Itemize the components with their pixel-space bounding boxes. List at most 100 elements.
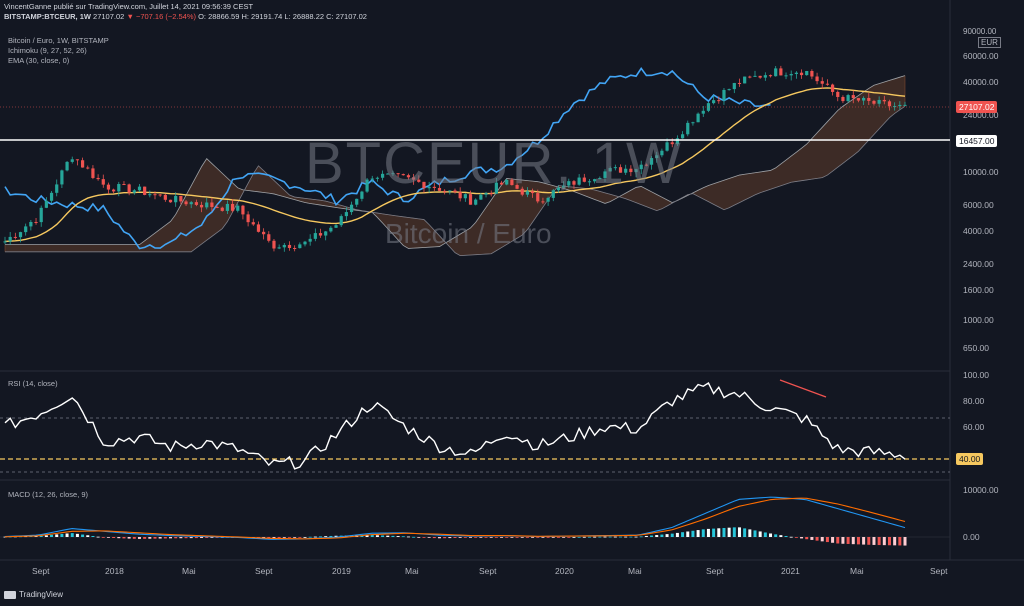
candles-group bbox=[3, 65, 907, 252]
candle-body bbox=[536, 193, 540, 202]
time-tick-label: Sept bbox=[255, 566, 273, 576]
macd-histogram-bar bbox=[887, 537, 891, 546]
candle-body bbox=[665, 142, 669, 151]
macd-histogram-bar bbox=[81, 534, 85, 537]
macd-histogram-bar bbox=[60, 533, 64, 537]
candle-body bbox=[117, 184, 121, 192]
candle-body bbox=[168, 199, 173, 203]
rsi-tick-label: 80.00 bbox=[963, 395, 985, 406]
macd-label[interactable]: MACD (12, 26, close, 9) bbox=[8, 490, 89, 499]
macd-histogram-bar bbox=[712, 528, 716, 537]
candle-body bbox=[96, 177, 100, 180]
candle-body bbox=[608, 168, 612, 172]
ichimoku-span-b bbox=[5, 105, 906, 257]
macd-histogram-bar bbox=[184, 537, 188, 539]
macd-histogram-bar bbox=[381, 535, 385, 537]
macd-histogram-bar bbox=[396, 536, 400, 537]
macd-histogram-bar bbox=[210, 537, 214, 538]
macd-histogram-bar bbox=[856, 537, 860, 545]
macd-histogram-bar bbox=[169, 537, 173, 539]
candle-body bbox=[127, 184, 131, 193]
candle-body bbox=[205, 202, 209, 208]
macd-histogram-bar bbox=[706, 528, 710, 537]
macd-histogram-bar bbox=[686, 531, 690, 537]
candle-body bbox=[567, 181, 571, 186]
candle-body bbox=[251, 222, 255, 225]
candle-body bbox=[386, 173, 390, 175]
level-price-tag: 16457.00 bbox=[956, 135, 998, 147]
candle-body bbox=[701, 110, 705, 114]
candle-body bbox=[686, 122, 690, 135]
candle-body bbox=[737, 82, 742, 84]
candle-body bbox=[194, 202, 198, 205]
candle-body bbox=[199, 204, 204, 208]
candle-body bbox=[318, 233, 323, 236]
candle-body bbox=[474, 199, 478, 205]
candle-body bbox=[313, 233, 317, 239]
candle-body bbox=[510, 179, 514, 186]
ohlc-values: O: 28866.59 H: 29191.74 L: 26888.22 C: 2… bbox=[198, 12, 367, 21]
legend-ema[interactable]: EMA (30, close, 0) bbox=[8, 56, 70, 65]
macd-histogram-bar bbox=[489, 537, 493, 538]
candle-body bbox=[287, 244, 292, 248]
macd-histogram-bar bbox=[748, 529, 752, 537]
price-tick-label: 2400.00 bbox=[963, 258, 994, 269]
macd-histogram-bar bbox=[158, 537, 162, 539]
candle-body bbox=[163, 194, 167, 200]
candle-body bbox=[396, 173, 400, 175]
candle-body bbox=[722, 89, 726, 101]
macd-histogram-bar bbox=[634, 536, 638, 538]
macd-histogram-bar bbox=[763, 532, 767, 537]
macd-histogram-bar bbox=[494, 537, 498, 538]
macd-histogram-bar bbox=[675, 532, 679, 537]
candle-body bbox=[639, 164, 643, 170]
macd-histogram-bar bbox=[696, 530, 700, 537]
candle-body bbox=[267, 234, 271, 241]
currency-label[interactable]: EUR bbox=[978, 37, 1001, 48]
macd-histogram-bar bbox=[691, 530, 695, 537]
candle-body bbox=[153, 194, 157, 196]
candle-body bbox=[893, 106, 897, 108]
macd-histogram-bar bbox=[789, 536, 793, 538]
candle-body bbox=[324, 231, 328, 236]
candle-body bbox=[60, 170, 64, 185]
rsi-label[interactable]: RSI (14, close) bbox=[8, 379, 58, 388]
candle-body bbox=[18, 232, 23, 238]
candle-body bbox=[391, 173, 395, 175]
legend-title[interactable]: Bitcoin / Euro, 1W, BITSTAMP bbox=[8, 36, 109, 45]
tradingview-logo[interactable]: TradingView bbox=[4, 590, 63, 599]
last-price-tag: 27107.02 bbox=[956, 101, 998, 113]
candle-body bbox=[39, 207, 43, 223]
candle-body bbox=[443, 190, 447, 192]
candle-body bbox=[717, 100, 721, 102]
chart-header: VincentGanne publié sur TradingView.com,… bbox=[4, 2, 367, 22]
candle-body bbox=[241, 205, 245, 215]
macd-histogram-bar bbox=[101, 537, 105, 538]
candle-body bbox=[427, 186, 431, 189]
macd-histogram-bar bbox=[205, 537, 209, 538]
candle-body bbox=[494, 182, 498, 194]
current-price: 27107.02 bbox=[93, 12, 125, 21]
candle-body bbox=[453, 190, 457, 193]
legend-ichimoku[interactable]: Ichimoku (9, 27, 52, 26) bbox=[8, 46, 87, 55]
macd-histogram-bar bbox=[137, 537, 141, 539]
candle-body bbox=[412, 177, 416, 180]
ichimoku-lagging-line bbox=[4, 66, 771, 250]
candle-body bbox=[851, 95, 855, 99]
candle-body bbox=[830, 84, 835, 92]
macd-histogram-bar bbox=[55, 534, 59, 537]
candle-body bbox=[448, 190, 452, 192]
macd-histogram-bar bbox=[603, 536, 607, 538]
candle-body bbox=[70, 159, 74, 162]
candle-body bbox=[846, 95, 850, 102]
candle-body bbox=[520, 188, 524, 195]
macd-histogram-bar bbox=[44, 535, 48, 537]
candle-body bbox=[712, 100, 716, 104]
candle-body bbox=[432, 186, 436, 188]
candle-body bbox=[499, 182, 504, 185]
macd-histogram-bar bbox=[143, 537, 147, 539]
candle-body bbox=[867, 97, 871, 101]
candle-body bbox=[758, 75, 762, 78]
candle-body bbox=[825, 83, 830, 85]
